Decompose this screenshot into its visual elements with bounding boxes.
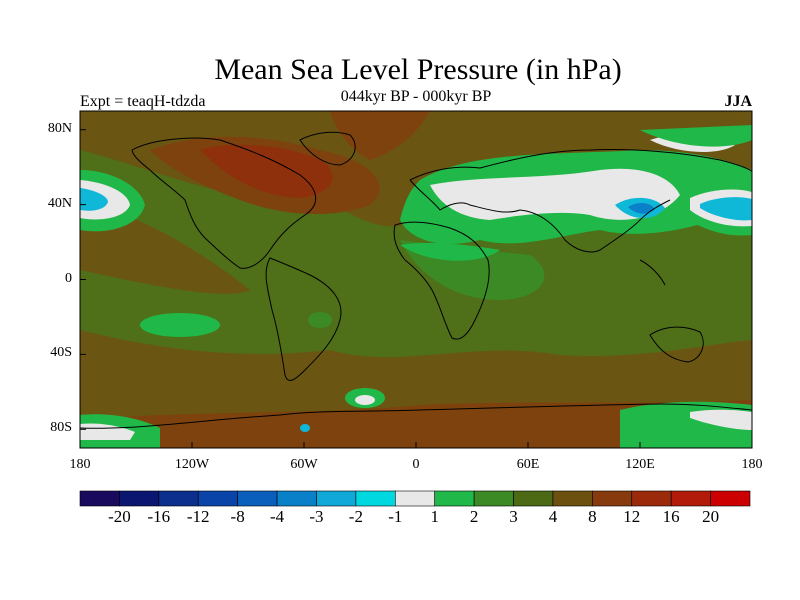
colorbar-label: -4 <box>269 507 285 526</box>
season-label: JJA <box>724 93 752 110</box>
colorbar-label: 4 <box>548 507 558 526</box>
colorbar-swatch <box>513 490 554 507</box>
colorbar-label: -2 <box>348 507 363 526</box>
east-asia-blue <box>628 203 655 214</box>
period-label: 044kyr BP - 000kyr BP <box>340 88 492 105</box>
colorbar-label: 20 <box>702 507 720 526</box>
arctic-green-cap <box>640 125 752 147</box>
colorbar-label: -1 <box>388 507 403 526</box>
experiment-label: Expt = teaqH-tdzda <box>80 93 206 110</box>
colorbar-swatch <box>631 490 672 507</box>
colorbar-swatch <box>670 490 711 507</box>
lon-label: 180 <box>741 457 763 472</box>
lon-label: 60E <box>516 457 540 472</box>
colorbar-swatch <box>158 490 199 507</box>
lon-label: 120E <box>625 457 655 472</box>
lon-label: 180 <box>69 457 91 472</box>
southern-ocean-warm <box>80 400 752 448</box>
colorbar-swatch <box>119 490 160 507</box>
pacific-green-blob <box>140 313 220 337</box>
atlantic-green-blob <box>308 312 332 328</box>
lat-label: 80N <box>47 120 72 136</box>
axis-ticks <box>79 129 753 448</box>
colorbar-label: 3 <box>509 507 518 526</box>
colorbar-label: 8 <box>588 507 597 526</box>
colorbar-label: -16 <box>147 507 171 526</box>
colorbar-swatch <box>710 490 751 507</box>
colorbar-swatch <box>552 490 593 507</box>
colorbar-label: -8 <box>230 507 245 526</box>
colorbar-label: -3 <box>309 507 324 526</box>
colorbar-swatch <box>394 490 436 507</box>
colorbar-label: 1 <box>430 507 439 526</box>
colorbar-label: 2 <box>469 507 479 526</box>
map-field <box>80 111 752 448</box>
colorbar-swatch <box>434 490 475 507</box>
colorbar-swatch <box>197 490 238 507</box>
lat-label: 80S <box>50 420 72 436</box>
antarctic-east-white <box>690 409 752 430</box>
lon-label: 60W <box>290 457 318 472</box>
lat-label: 40N <box>47 195 72 211</box>
north-america-hot <box>200 144 333 198</box>
lon-label: 120W <box>174 457 210 472</box>
lat-label: 40S <box>50 345 72 361</box>
colorbar-swatch <box>237 490 278 507</box>
colorbar-swatch <box>276 490 317 507</box>
map-title: Mean Sea Level Pressure (in hPa) <box>214 53 622 86</box>
colorbar-label: -12 <box>186 507 210 526</box>
west-pacific-cyan <box>80 188 108 211</box>
weddell-cyan <box>300 424 310 432</box>
colorbar-swatch <box>473 490 514 507</box>
colorbar-label: -20 <box>108 507 131 526</box>
colorbar <box>79 490 751 507</box>
east-pacific-cyan <box>700 197 752 221</box>
colorbar-swatch <box>79 490 120 507</box>
lat-label: 0 <box>65 270 72 286</box>
colorbar-swatch <box>592 490 633 507</box>
colorbar-swatch <box>355 490 396 507</box>
colorbar-swatch <box>316 490 357 507</box>
lon-label: 0 <box>412 457 420 472</box>
arabia-green <box>400 242 500 261</box>
south-atlantic-white <box>355 395 375 405</box>
colorbar-label: 12 <box>623 507 641 526</box>
colorbar-label: 16 <box>662 507 680 526</box>
coastlines <box>80 131 752 429</box>
